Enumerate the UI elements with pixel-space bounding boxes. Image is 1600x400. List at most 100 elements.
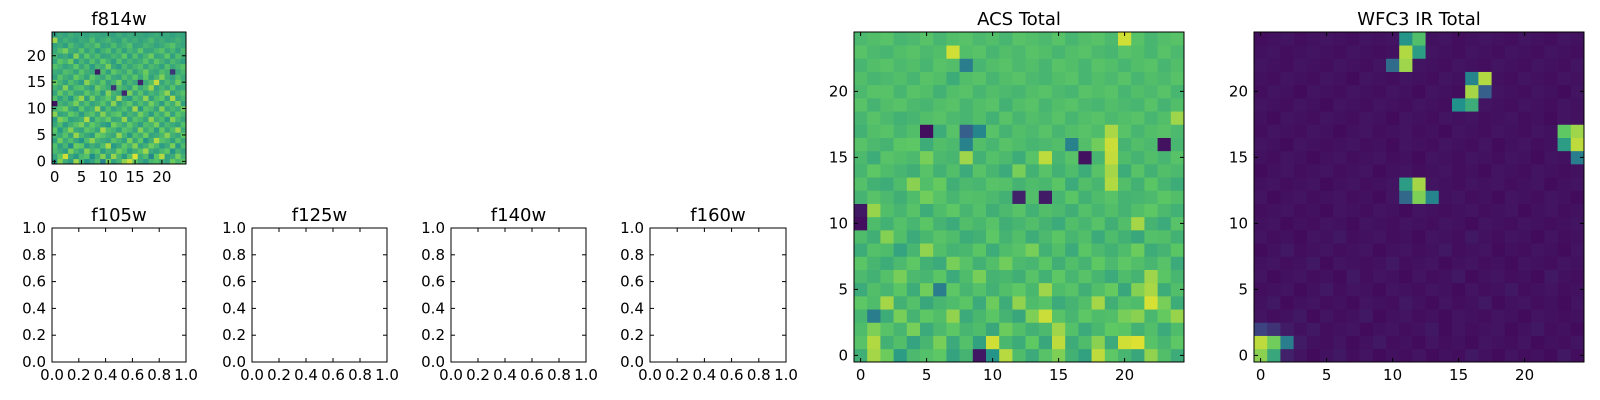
heatmap-cell xyxy=(148,79,155,86)
heatmap-cell xyxy=(1438,177,1453,191)
heatmap-cell xyxy=(1144,58,1158,72)
heatmap-cell xyxy=(159,148,165,154)
heatmap-cell xyxy=(148,158,155,165)
x-tick-label: 0.6 xyxy=(520,366,544,384)
heatmap-cell xyxy=(959,335,974,350)
heatmap-cell xyxy=(137,121,144,128)
heatmap-cell xyxy=(68,37,74,43)
heatmap-cell xyxy=(946,216,960,231)
y-tick-label: 0.8 xyxy=(421,246,445,264)
heatmap-cell xyxy=(132,111,139,117)
heatmap-cell xyxy=(1320,45,1334,59)
heatmap-cell xyxy=(62,127,69,133)
heatmap-cell xyxy=(1104,190,1119,204)
heatmap-cell xyxy=(893,164,908,178)
heatmap-cell xyxy=(1254,309,1268,323)
heatmap-cell xyxy=(84,42,90,49)
heatmap-cell xyxy=(1346,111,1360,125)
heatmap-cell xyxy=(121,68,128,75)
heatmap-cell xyxy=(1372,177,1387,191)
heatmap-cell xyxy=(867,84,881,99)
heatmap-cell xyxy=(1052,282,1066,297)
heatmap-cell xyxy=(1038,84,1053,99)
heatmap-cell xyxy=(110,63,117,70)
heatmap-cell xyxy=(1504,216,1519,231)
heatmap-cell xyxy=(1320,243,1334,257)
heatmap-cell xyxy=(1065,190,1079,204)
heatmap-cell xyxy=(94,137,101,144)
heatmap-cell xyxy=(1078,256,1092,270)
heatmap-cell xyxy=(1280,137,1294,152)
heatmap-cell xyxy=(1052,124,1066,138)
heatmap-cell xyxy=(132,42,139,49)
heatmap-cell xyxy=(920,256,934,270)
heatmap-cell xyxy=(1038,216,1053,231)
heatmap-cell xyxy=(1438,111,1453,125)
heatmap-cell xyxy=(143,68,149,75)
heatmap-cell xyxy=(1570,216,1585,231)
heatmap-cell xyxy=(1104,150,1119,165)
heatmap-cell xyxy=(972,98,987,112)
heatmap-cell xyxy=(1118,216,1132,231)
heatmap-cell xyxy=(1025,98,1040,112)
heatmap-cell xyxy=(68,74,74,80)
heatmap-cell xyxy=(68,121,74,128)
heatmap-cell xyxy=(116,95,123,101)
x-tick-label: 10 xyxy=(1383,366,1402,384)
heatmap-cell xyxy=(169,53,176,59)
heatmap-cell xyxy=(137,53,144,59)
heatmap-cell xyxy=(1065,256,1079,270)
heatmap-cell xyxy=(116,53,123,59)
heatmap-cell xyxy=(959,190,974,204)
heatmap-cell xyxy=(1052,164,1066,178)
heatmap-cell xyxy=(1052,84,1066,99)
heatmap-cell xyxy=(1531,216,1545,231)
heatmap-cell xyxy=(986,216,1000,231)
heatmap-cell xyxy=(1504,256,1519,270)
heatmap-cell xyxy=(1386,335,1400,350)
heatmap-cell xyxy=(906,58,921,72)
heatmap-cell xyxy=(1157,177,1172,191)
heatmap-cell xyxy=(137,79,144,86)
heatmap-cell xyxy=(73,111,80,117)
heatmap-cell xyxy=(1091,309,1106,323)
heatmap-cell xyxy=(73,116,80,123)
heatmap-cell xyxy=(100,74,106,80)
heatmap-cell xyxy=(880,243,894,257)
heatmap-cell xyxy=(1293,282,1308,297)
heatmap-cell xyxy=(1478,111,1492,125)
heatmap-cell xyxy=(854,190,868,204)
heatmap-cell xyxy=(1333,190,1347,204)
heatmap-cell xyxy=(159,132,165,138)
heatmap-cell xyxy=(164,127,171,133)
heatmap-cell xyxy=(1038,111,1053,125)
heatmap-cell xyxy=(68,58,74,65)
heatmap-cell xyxy=(1293,124,1308,138)
heatmap-cell xyxy=(1333,71,1347,86)
heatmap-cell xyxy=(100,121,106,128)
heatmap-cell xyxy=(153,74,160,80)
heatmap-cell xyxy=(94,42,101,49)
heatmap-cell xyxy=(999,58,1013,72)
heatmap-cell xyxy=(1386,45,1400,59)
heatmap-cell xyxy=(137,63,144,70)
heatmap-cell xyxy=(1452,243,1466,257)
heatmap-cell xyxy=(1504,124,1519,138)
heatmap-cell xyxy=(143,100,149,107)
heatmap-cell xyxy=(1504,243,1519,257)
heatmap-cell xyxy=(1131,322,1145,336)
heatmap-cell xyxy=(1078,190,1092,204)
heatmap-cell xyxy=(57,121,64,128)
heatmap-cell xyxy=(933,32,947,46)
heatmap-cell xyxy=(143,79,149,86)
heatmap-cell xyxy=(1372,32,1387,46)
heatmap-cell xyxy=(1425,111,1440,125)
heatmap-cell xyxy=(933,348,947,363)
heatmap-cell xyxy=(121,121,128,128)
heatmap-cell xyxy=(933,111,947,125)
heatmap-cell xyxy=(1465,137,1479,152)
heatmap-cell xyxy=(986,190,1000,204)
y-tick-label: 10 xyxy=(829,214,848,232)
heatmap-cell xyxy=(78,74,85,80)
heatmap-cell xyxy=(1359,45,1374,59)
